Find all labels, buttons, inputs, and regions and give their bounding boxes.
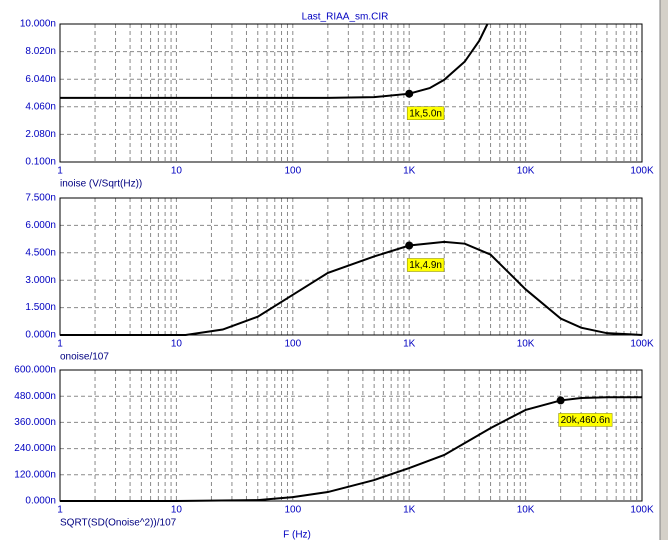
chart-title: Last_RIAA_sm.CIR [302, 12, 389, 23]
x-tick-label: 100K [630, 166, 654, 177]
x-tick-label: 1 [57, 166, 63, 177]
y-tick-label: 2.080n [25, 129, 56, 140]
y-tick-label: 7.500n [25, 193, 56, 204]
x-tick-label: 100K [630, 505, 654, 516]
y-axis-label: inoise (V/Sqrt(Hz)) [60, 179, 142, 190]
y-tick-label: 6.000n [25, 220, 56, 231]
x-tick-label: 1 [57, 505, 63, 516]
series-line [60, 23, 489, 99]
y-tick-label: 0.100n [25, 157, 56, 168]
x-tick-label: 10 [171, 505, 183, 516]
x-tick-label: 10K [517, 166, 535, 177]
window-edge [660, 0, 668, 540]
plot-frame [59, 197, 643, 336]
x-tick-label: 10 [171, 339, 183, 350]
y-tick-label: 240.000n [14, 443, 56, 454]
y-tick-label: 120.000n [14, 469, 56, 480]
marker-label-box [558, 413, 613, 427]
marker-label: 1k,5.0n [409, 108, 442, 119]
x-tick-label: 100 [284, 166, 301, 177]
x-tick-label: 100 [284, 339, 301, 350]
marker-point [405, 241, 414, 250]
marker-point [405, 89, 414, 98]
plot-frame [59, 23, 643, 163]
y-tick-label: 600.000n [14, 365, 56, 376]
marker-label-box [406, 258, 445, 272]
y-tick-label: 10.000n [20, 19, 56, 30]
x-tick-label: 10 [171, 166, 183, 177]
x-tick-label: 1 [57, 339, 63, 350]
marker-label: 20k,460.6n [561, 415, 611, 426]
x-tick-label: 10K [517, 505, 535, 516]
y-tick-label: 4.060n [25, 101, 56, 112]
y-tick-label: 360.000n [14, 417, 56, 428]
y-tick-label: 0.000n [25, 330, 56, 341]
x-tick-label: 100 [284, 505, 301, 516]
marker-label-box [406, 106, 445, 120]
x-tick-label: 1K [403, 505, 416, 516]
marker-label: 1k,4.9n [409, 260, 442, 271]
series-line [60, 396, 642, 502]
x-tick-label: 10K [517, 339, 535, 350]
y-tick-label: 6.040n [25, 74, 56, 85]
y-tick-label: 0.000n [25, 496, 56, 507]
y-tick-label: 480.000n [14, 391, 56, 402]
plot-frame [59, 369, 643, 502]
y-tick-label: 8.020n [25, 46, 56, 57]
y-axis-label: onoise/107 [60, 352, 109, 363]
x-tick-label: 1K [403, 339, 416, 350]
x-axis-label: F (Hz) [283, 530, 311, 540]
y-tick-label: 3.000n [25, 275, 56, 286]
x-tick-label: 100K [630, 339, 654, 350]
y-tick-label: 4.500n [25, 247, 56, 258]
y-axis-label: SQRT(SD(Onoise^2))/107 [60, 518, 177, 529]
marker-point [556, 396, 565, 405]
x-tick-label: 1K [403, 166, 416, 177]
y-tick-label: 1.500n [25, 302, 56, 313]
